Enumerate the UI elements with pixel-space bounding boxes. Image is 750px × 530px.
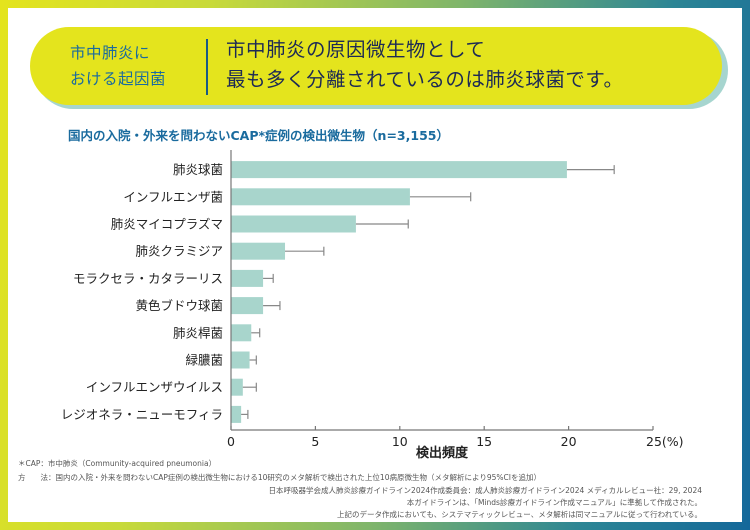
footnote-method-note: 上記のデータ作成においても、システマティックレビュー、メタ解析は同マニュアルに従…	[337, 510, 702, 519]
bar	[231, 188, 410, 206]
header-banner: 市中肺炎に おける起因菌 市中肺炎の原因微生物として 最も多く分離されているのは…	[30, 27, 722, 105]
banner-category-line2: おける起因菌	[70, 70, 167, 88]
category-label: 肺炎クラミジア	[135, 244, 223, 259]
footnote-method: 方 法：国内の入院・外来を問わないCAP症例の検出微生物における10研究のメタ解…	[18, 472, 541, 483]
bar	[231, 297, 264, 315]
x-tick-label: 15	[476, 434, 492, 449]
banner-category-line1: 市中肺炎に	[70, 44, 151, 62]
x-axis-label: 検出頻度	[416, 445, 469, 461]
x-tick-label: 5	[311, 434, 319, 449]
footnote-method-label: 方 法：	[18, 473, 56, 482]
banner-category: 市中肺炎に おける起因菌	[70, 40, 210, 92]
x-tick-label: 0	[227, 434, 235, 449]
banner-headline-line1: 市中肺炎の原因微生物として	[226, 38, 486, 61]
bar	[231, 324, 252, 342]
bar	[231, 269, 264, 287]
bar	[231, 215, 356, 233]
x-tick-label: 20	[561, 434, 577, 449]
category-label: 黄色ブドウ球菌	[135, 298, 223, 313]
banner-headline: 市中肺炎の原因微生物として 最も多く分離されているのは肺炎球菌です。	[226, 35, 623, 95]
bar	[231, 242, 286, 260]
bar	[231, 378, 243, 396]
category-label: 緑膿菌	[185, 353, 223, 368]
x-tick-label: 25(%)	[646, 434, 684, 449]
category-label: モラクセラ・カタラーリス	[73, 271, 223, 286]
category-label: レジオネラ・ニューモフィラ	[61, 407, 223, 422]
category-label: インフルエンザ菌	[123, 189, 223, 204]
bar	[231, 161, 567, 179]
bar	[231, 405, 242, 423]
category-label: 肺炎桿菌	[173, 325, 223, 340]
category-label: 肺炎球菌	[173, 162, 223, 177]
banner-divider	[206, 39, 208, 95]
chart-title: 国内の入院・外来を問わないCAP*症例の検出微生物（n=3,155）	[68, 128, 449, 143]
footnote-abbreviation: ＊CAP：市中肺炎（Community-acquired pneumonia）	[18, 459, 217, 468]
x-tick-label: 10	[392, 434, 408, 449]
footnote-source: 日本呼吸器学会成人肺炎診療ガイドライン2024作成委員会：成人肺炎診療ガイドライ…	[268, 486, 702, 495]
category-label: インフルエンザウイルス	[86, 380, 223, 395]
footnote-method-text: 国内の入院・外来を問わないCAP症例の検出微生物における10研究のメタ解析で検出…	[55, 473, 541, 482]
bar	[231, 351, 250, 369]
banner-headline-line2: 最も多く分離されているのは肺炎球菌です。	[226, 68, 624, 91]
footnote-guideline-note: 本ガイドラインは、「Minds診療ガイドライン作成マニュアル」に準拠して作成され…	[406, 498, 702, 507]
category-label: 肺炎マイコプラズマ	[111, 217, 223, 232]
